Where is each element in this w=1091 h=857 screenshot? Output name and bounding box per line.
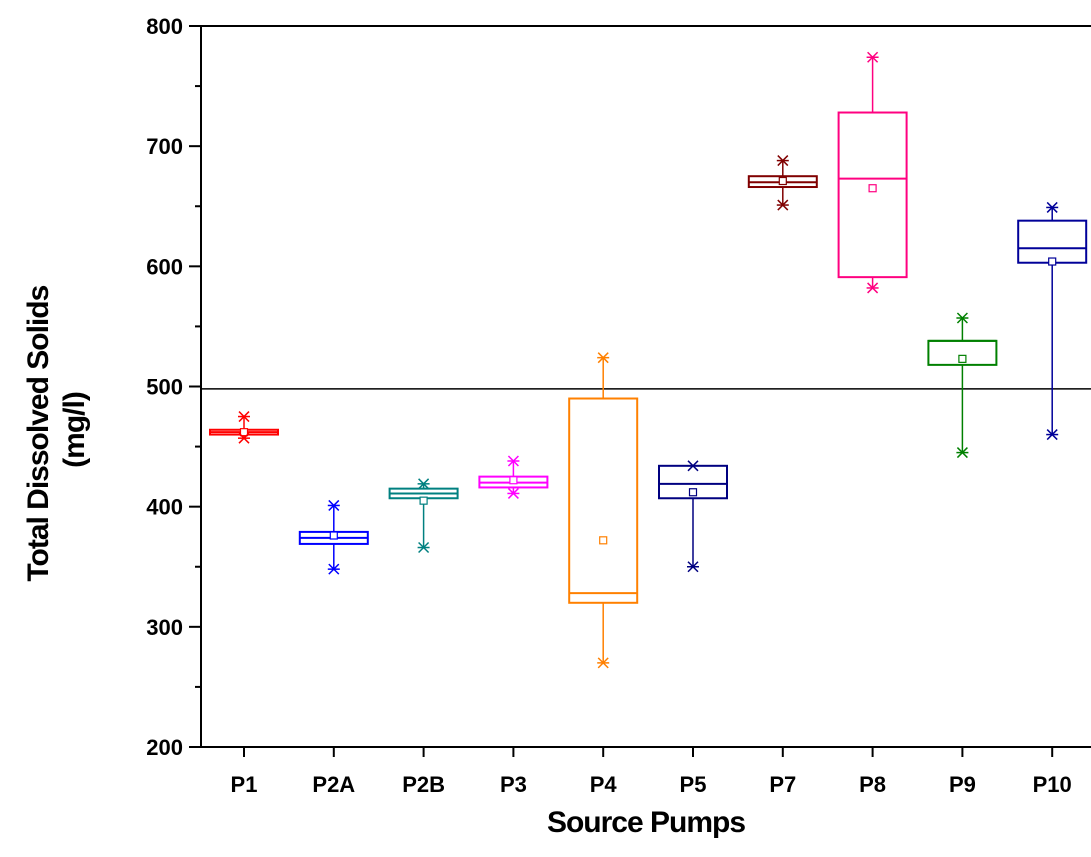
x-tick-label: P2A	[312, 772, 355, 797]
mean-marker	[239, 428, 249, 437]
x-tick-label: P4	[590, 772, 618, 797]
y-tick-label: 700	[146, 134, 183, 159]
boxes-group	[209, 51, 1088, 669]
box-p8	[837, 51, 908, 294]
iqr-box	[837, 111, 908, 279]
box-p3	[478, 455, 549, 499]
y-tick-label: 300	[146, 615, 183, 640]
x-axis-title: Source Pumps	[547, 806, 745, 839]
labels-group: 200 300 400 500 600 700 800 P1 P2A P2B P3 P4 P5 P7 P8 P…	[146, 14, 1071, 797]
y-tick-label: 500	[146, 375, 183, 400]
box-p9	[927, 312, 998, 459]
mean-marker	[958, 354, 967, 363]
box-p2b	[388, 478, 459, 554]
axes	[189, 25, 1091, 757]
mean-marker	[1048, 257, 1057, 266]
x-tick-label: P9	[949, 772, 976, 797]
y-tick-label: 400	[146, 495, 183, 520]
mean-marker	[868, 184, 877, 193]
mean-marker	[599, 536, 608, 545]
box-p5	[658, 460, 728, 573]
mean-marker	[509, 476, 518, 485]
y-axis-title-line-1: Total Dissolved Solids	[22, 285, 55, 581]
iqr-box	[568, 397, 639, 604]
x-tick-label: P2B	[402, 772, 445, 797]
x-tick-label: P10	[1033, 772, 1072, 797]
x-tick-label: P8	[859, 772, 886, 797]
iqr-box	[1017, 219, 1088, 264]
x-tick-label: P7	[769, 772, 796, 797]
x-tick-label: P5	[680, 772, 707, 797]
box-p2a	[298, 499, 369, 575]
box-p1	[209, 411, 279, 444]
y-tick-label: 200	[146, 735, 183, 760]
box-p10	[1017, 201, 1088, 441]
x-tick-label: P1	[231, 772, 258, 797]
y-axis-title-line-2: (mg/l)	[58, 392, 91, 468]
y-tick-label: 600	[146, 254, 183, 279]
mean-marker	[329, 531, 338, 540]
y-tick-label: 800	[146, 14, 183, 39]
box-p4	[568, 352, 639, 669]
box-p7	[747, 155, 818, 211]
mean-marker	[688, 488, 698, 497]
x-tick-label: P3	[500, 772, 527, 797]
mean-marker	[419, 496, 428, 505]
mean-marker	[778, 176, 787, 186]
y-axis-title: Total Dissolved Solids (mg/l)	[22, 278, 91, 581]
